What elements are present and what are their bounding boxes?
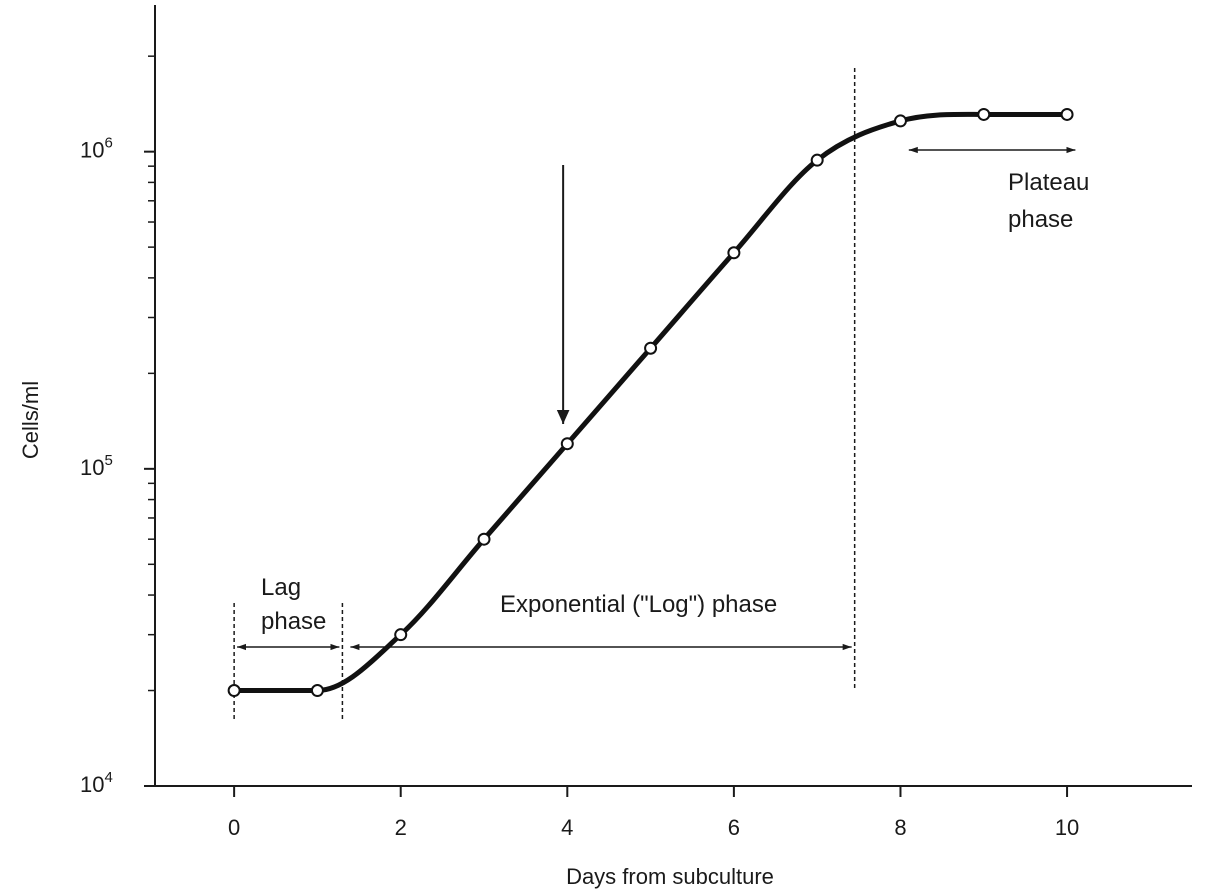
data-point (893, 114, 907, 128)
plateau-phase-label-line2: phase (1008, 206, 1073, 233)
y-tick-label: 106 (80, 135, 113, 163)
data-point (1060, 107, 1074, 121)
phase-range-arrows (237, 146, 1076, 651)
y-tick-label: 104 (80, 769, 113, 797)
data-point (810, 153, 824, 167)
x-ticks: 0 2 4 6 8 10 (228, 786, 1079, 840)
x-tick-label: 8 (894, 815, 906, 840)
data-point (394, 628, 408, 642)
x-tick-label: 0 (228, 815, 240, 840)
x-axis-title: Days from subculture (566, 864, 774, 889)
data-point (560, 437, 574, 451)
x-tick-label: 10 (1055, 815, 1079, 840)
phase-boundaries (233, 68, 856, 720)
data-point (977, 107, 991, 121)
x-tick-label: 2 (395, 815, 407, 840)
phase-annotations: Lag phase Exponential ("Log") phase Plat… (261, 169, 1089, 635)
exponential-phase-label: Exponential ("Log") phase (500, 591, 777, 618)
data-point (310, 684, 324, 698)
lag-phase-label-line1: Lag (261, 574, 301, 601)
lag-phase-label-line2: phase (261, 608, 326, 635)
data-points (227, 107, 1074, 698)
plateau-phase-label-line1: Plateau (1008, 169, 1089, 196)
data-point (477, 532, 491, 546)
y-tick-label: 105 (80, 452, 113, 480)
y-axis-title: Cells/ml (18, 381, 43, 459)
y-ticks: 104 105 106 (80, 55, 155, 797)
data-point (227, 684, 241, 698)
data-point (727, 246, 741, 260)
axes (154, 5, 1192, 787)
x-tick-label: 6 (728, 815, 740, 840)
data-point (644, 341, 658, 355)
x-tick-label: 4 (561, 815, 573, 840)
